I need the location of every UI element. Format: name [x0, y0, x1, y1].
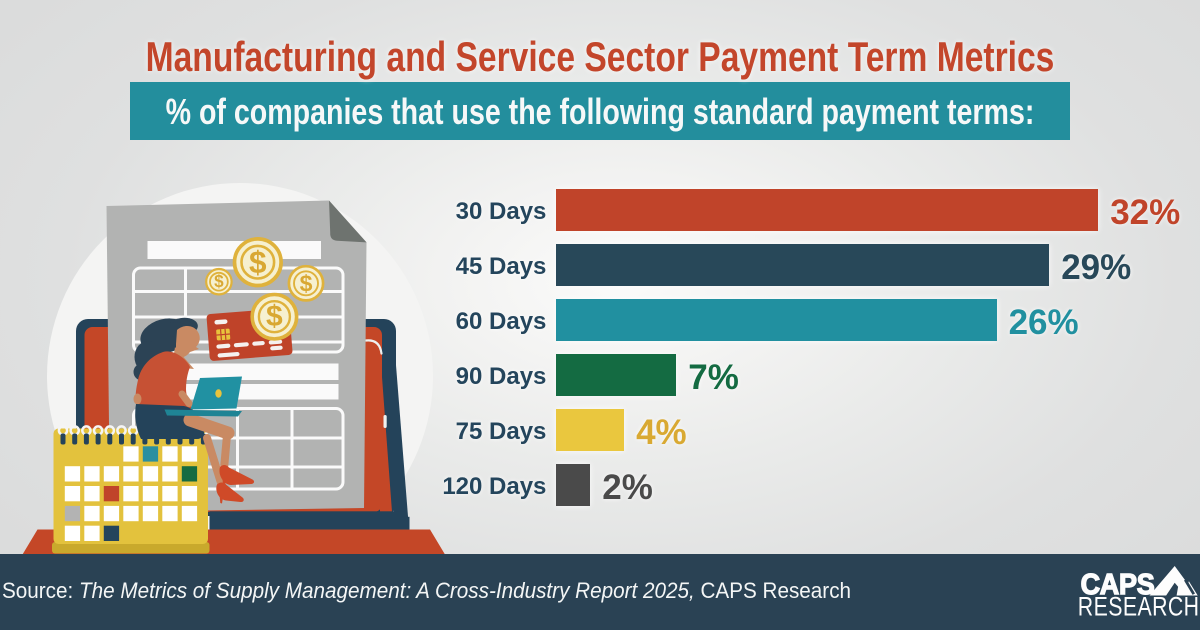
svg-text:RESEARCH: RESEARCH [1078, 592, 1200, 622]
svg-text:$: $ [300, 270, 313, 296]
svg-text:$: $ [214, 272, 224, 291]
svg-text:$: $ [266, 300, 283, 333]
svg-text:$: $ [249, 244, 267, 280]
svg-text:CAPS: CAPS [1081, 568, 1155, 600]
